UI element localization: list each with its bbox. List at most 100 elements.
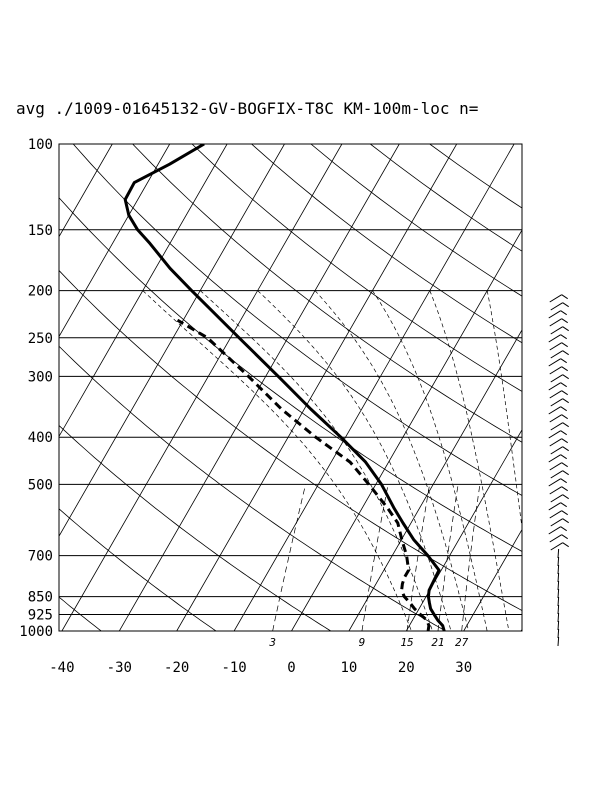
barb-staff bbox=[557, 628, 560, 639]
wind-barb bbox=[548, 334, 567, 343]
temperature-tick-label: 10 bbox=[340, 660, 357, 676]
moist-adiabat-line bbox=[486, 290, 522, 531]
wind-barb bbox=[549, 366, 568, 375]
wind-barb bbox=[548, 526, 567, 535]
wind-barb bbox=[549, 414, 568, 423]
pressure-tick-label: 100 bbox=[28, 137, 53, 153]
pressure-tick-label: 500 bbox=[28, 477, 53, 493]
isotherm-line bbox=[520, 628, 522, 631]
mixing-ratio-line bbox=[361, 484, 389, 631]
barb-staff bbox=[548, 358, 561, 367]
isotherm-line bbox=[59, 144, 228, 438]
wind-barb bbox=[550, 326, 569, 335]
barb-staff bbox=[550, 350, 563, 359]
isotherm-line bbox=[579, 144, 612, 631]
dry-adiabat-line bbox=[191, 144, 522, 392]
barb-staff bbox=[557, 604, 560, 615]
pressure-tick-label: 925 bbox=[28, 608, 53, 624]
wind-barb bbox=[549, 534, 568, 543]
mixing-ratio-line bbox=[437, 484, 459, 631]
barb-flag bbox=[562, 374, 569, 380]
wind-barb bbox=[557, 612, 560, 623]
wind-barb bbox=[550, 302, 569, 311]
barb-staff bbox=[548, 454, 561, 463]
barb-flag bbox=[560, 334, 567, 340]
barb-flag bbox=[560, 478, 567, 484]
wind-barb bbox=[549, 390, 568, 399]
wind-barb bbox=[557, 588, 560, 599]
barb-staff bbox=[557, 596, 560, 607]
wind-barb bbox=[550, 446, 569, 455]
wind-barb bbox=[557, 636, 560, 647]
barb-staff bbox=[549, 342, 562, 351]
isotherm-line bbox=[176, 144, 458, 631]
wind-barb bbox=[557, 548, 560, 559]
temperature-tick-labels: -40 -30 -20 -10 0 10 20 30 bbox=[49, 660, 472, 676]
wind-barb bbox=[549, 342, 568, 351]
temperature-tick-label: -30 bbox=[107, 660, 132, 676]
wind-barb bbox=[548, 454, 567, 463]
pressure-tick-label: 250 bbox=[28, 331, 53, 347]
barb-staff bbox=[548, 406, 561, 415]
pressure-tick-label: 300 bbox=[28, 369, 53, 385]
wind-barb bbox=[549, 486, 568, 495]
barb-staff bbox=[549, 318, 562, 327]
barb-flag bbox=[560, 310, 567, 316]
barb-flag bbox=[560, 430, 567, 436]
mixing-ratio-label: 21 bbox=[431, 636, 444, 649]
barb-flag bbox=[560, 526, 567, 532]
mixing-ratio-line bbox=[272, 484, 306, 631]
barb-staff bbox=[550, 470, 563, 479]
barb-flag bbox=[562, 398, 569, 404]
dewpoint-profile bbox=[176, 318, 431, 631]
barb-staff bbox=[549, 510, 562, 519]
pressure-tick-label: 150 bbox=[28, 223, 53, 239]
isotherm-line bbox=[348, 329, 522, 631]
wind-barb bbox=[548, 502, 567, 511]
barb-flag bbox=[562, 422, 569, 428]
barb-flag bbox=[560, 502, 567, 508]
isotherm-line bbox=[233, 144, 515, 631]
sounding-profiles bbox=[123, 144, 446, 631]
wind-barb bbox=[549, 294, 568, 303]
barb-flag bbox=[561, 318, 568, 324]
wind-barb bbox=[549, 318, 568, 327]
temperature-tick-label: 30 bbox=[455, 660, 472, 676]
dry-adiabat-line bbox=[132, 144, 522, 443]
wind-barb bbox=[548, 406, 567, 415]
barb-staff bbox=[550, 542, 563, 551]
barb-staff bbox=[550, 518, 563, 527]
plot-frame bbox=[58, 143, 523, 632]
barb-staff bbox=[550, 326, 563, 335]
barb-flag bbox=[562, 470, 569, 476]
wind-barb bbox=[557, 628, 560, 639]
barb-flag bbox=[560, 406, 567, 412]
barb-staff bbox=[549, 534, 562, 543]
barb-staff bbox=[549, 414, 562, 423]
temperature-tick-label: -40 bbox=[49, 660, 74, 676]
barb-staff bbox=[557, 588, 560, 599]
wind-barb bbox=[550, 398, 569, 407]
wind-barb bbox=[550, 470, 569, 479]
barb-flag bbox=[561, 534, 568, 540]
barb-staff bbox=[550, 302, 563, 311]
mixing-ratio-label: 3 bbox=[268, 636, 276, 649]
barb-staff bbox=[549, 438, 562, 447]
barb-flag bbox=[561, 342, 568, 348]
barb-staff bbox=[557, 580, 560, 591]
wind-barb bbox=[557, 604, 560, 615]
isotherm-line bbox=[463, 528, 522, 631]
moist-adiabat-line bbox=[429, 290, 510, 631]
wind-barb bbox=[550, 374, 569, 383]
barb-staff bbox=[548, 430, 561, 439]
moist-adiabat-line bbox=[602, 291, 612, 631]
barb-staff bbox=[548, 478, 561, 487]
moist-adiabat-line bbox=[314, 290, 469, 631]
wind-barb bbox=[557, 620, 560, 631]
isotherm-line bbox=[59, 144, 171, 338]
wind-barb bbox=[548, 382, 567, 391]
wind-barb bbox=[557, 556, 560, 567]
wind-barb bbox=[548, 310, 567, 319]
temperature-tick-label: -10 bbox=[221, 660, 246, 676]
barb-staff bbox=[557, 556, 560, 567]
